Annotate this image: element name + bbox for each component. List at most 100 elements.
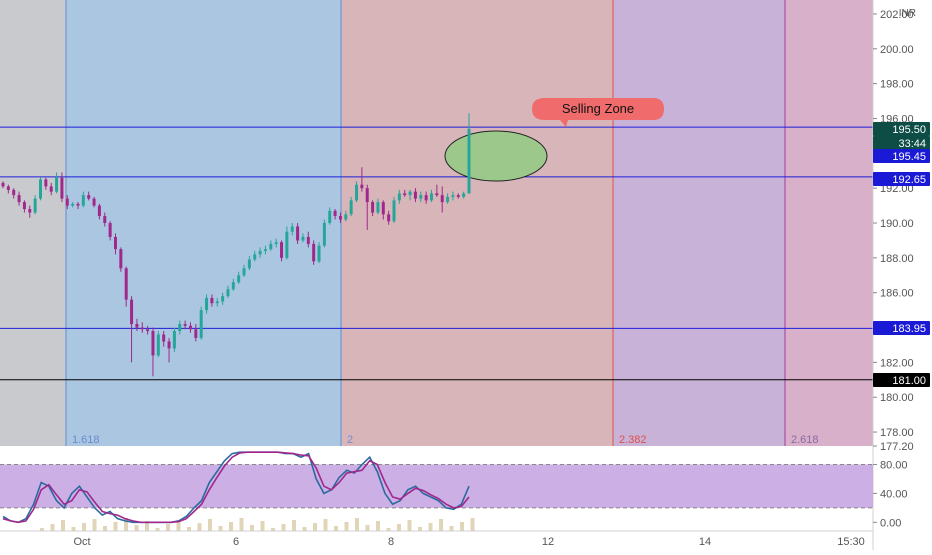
oscillator-bar (124, 518, 128, 531)
candle-body (387, 214, 391, 222)
candle-body (344, 214, 348, 220)
candle-body (419, 195, 423, 199)
candle-body (188, 325, 192, 330)
candle-body (38, 179, 42, 199)
candle-body (65, 198, 69, 206)
candle-body (44, 179, 48, 187)
oscillator-bar (428, 523, 433, 531)
candle-body (130, 299, 134, 325)
oscillator-bar (302, 527, 307, 531)
candle-body (312, 243, 316, 262)
candle-body (172, 331, 176, 349)
oscillator-bar (61, 520, 65, 531)
candle-body (151, 331, 155, 356)
oscillator-bar (260, 521, 265, 531)
price-tag-bg (873, 373, 930, 387)
price-tag: 181.00 (873, 373, 930, 387)
candle-body (6, 186, 10, 190)
price-tag: 195.50 (873, 122, 930, 136)
candle-body (263, 249, 267, 251)
candle-body (280, 242, 284, 258)
candle-body (317, 245, 321, 262)
oscillator-bar (292, 520, 296, 531)
stoch-tick-label: 40.00 (880, 488, 908, 500)
price-tag: 192.65 (873, 172, 930, 186)
oscillator-bar (407, 520, 412, 531)
candle-body (440, 195, 444, 203)
time-tick-label: 14 (699, 536, 711, 548)
oscillator-bar (281, 524, 286, 531)
fib-zone-3 (613, 0, 785, 446)
candle-body (333, 210, 337, 217)
fib-zone-0 (0, 0, 66, 446)
oscillator-bar (386, 528, 391, 531)
candle-body (1, 182, 5, 187)
price-tag: 183.95 (873, 321, 930, 335)
oscillator-bar (113, 522, 118, 531)
candle-body (22, 202, 26, 210)
price-tick-label: 182.00 (880, 357, 914, 369)
callout-text: Selling Zone (562, 101, 634, 116)
candle-body (376, 202, 380, 213)
candle-body (92, 198, 96, 206)
price-tag-bg (873, 149, 930, 163)
candle-body (156, 334, 160, 356)
price-tag-bg (873, 321, 930, 335)
candle-body (178, 324, 182, 332)
price-tick-label: 178.00 (880, 427, 914, 439)
price-tick-label: 188.00 (880, 253, 914, 265)
candle-body (322, 223, 326, 246)
price-tick-label: 192.00 (880, 183, 914, 195)
fib-zone-4 (785, 0, 873, 446)
candle-body (285, 231, 289, 258)
time-tick-label: 6 (233, 536, 239, 548)
price-tick-label: 177.20 (880, 441, 914, 453)
time-axis-bg (0, 531, 873, 550)
candle-body (71, 203, 75, 206)
time-tick-label: 8 (388, 536, 394, 548)
oscillator-bar (145, 521, 149, 531)
candle-body (194, 329, 198, 338)
oscillator-bar (365, 525, 370, 531)
oscillator-bar (271, 528, 275, 531)
oscillator-bar (208, 519, 212, 531)
candle-body (221, 296, 225, 302)
selling-zone-ellipse (444, 130, 548, 182)
fib-label-2.618: 2.618 (791, 434, 819, 446)
candle-body (76, 203, 80, 206)
candle-body (124, 268, 128, 300)
price-tag-bg (873, 172, 930, 186)
oscillator-bar (439, 519, 443, 531)
candle-body (403, 193, 407, 196)
oscillator-bar (376, 521, 380, 531)
oscillator-bar (397, 524, 401, 531)
candle-body (242, 268, 246, 276)
candle-body (451, 195, 455, 197)
price-tick-label: 180.00 (880, 392, 914, 404)
oscillator-bar (418, 527, 422, 531)
price-tag-text: 195.45 (892, 151, 926, 163)
oscillator-bar (197, 523, 202, 531)
price-tag-text: 195.50 (892, 124, 926, 136)
oscillator-bar (344, 522, 349, 531)
price-tick-label: 198.00 (880, 79, 914, 91)
price-tag-text: 181.00 (892, 375, 926, 387)
price-tick-label: 200.00 (880, 44, 914, 56)
candle-body (446, 196, 450, 203)
candle-body (349, 200, 353, 215)
price-tick-label: 190.00 (880, 218, 914, 230)
oscillator-bar (71, 527, 76, 531)
fib-label-1.618: 1.618 (72, 434, 100, 446)
candle-body (97, 205, 101, 217)
oscillator-bar (134, 525, 139, 531)
candle-body (87, 195, 91, 199)
candle-body (247, 259, 251, 269)
candle-body (435, 193, 439, 196)
selling-zone-callout: Selling Zone (532, 98, 664, 127)
candle-body (258, 250, 262, 255)
price-tag-text: 183.95 (892, 323, 926, 335)
fib-label-2.382: 2.382 (619, 434, 647, 446)
candle-body (456, 195, 460, 197)
